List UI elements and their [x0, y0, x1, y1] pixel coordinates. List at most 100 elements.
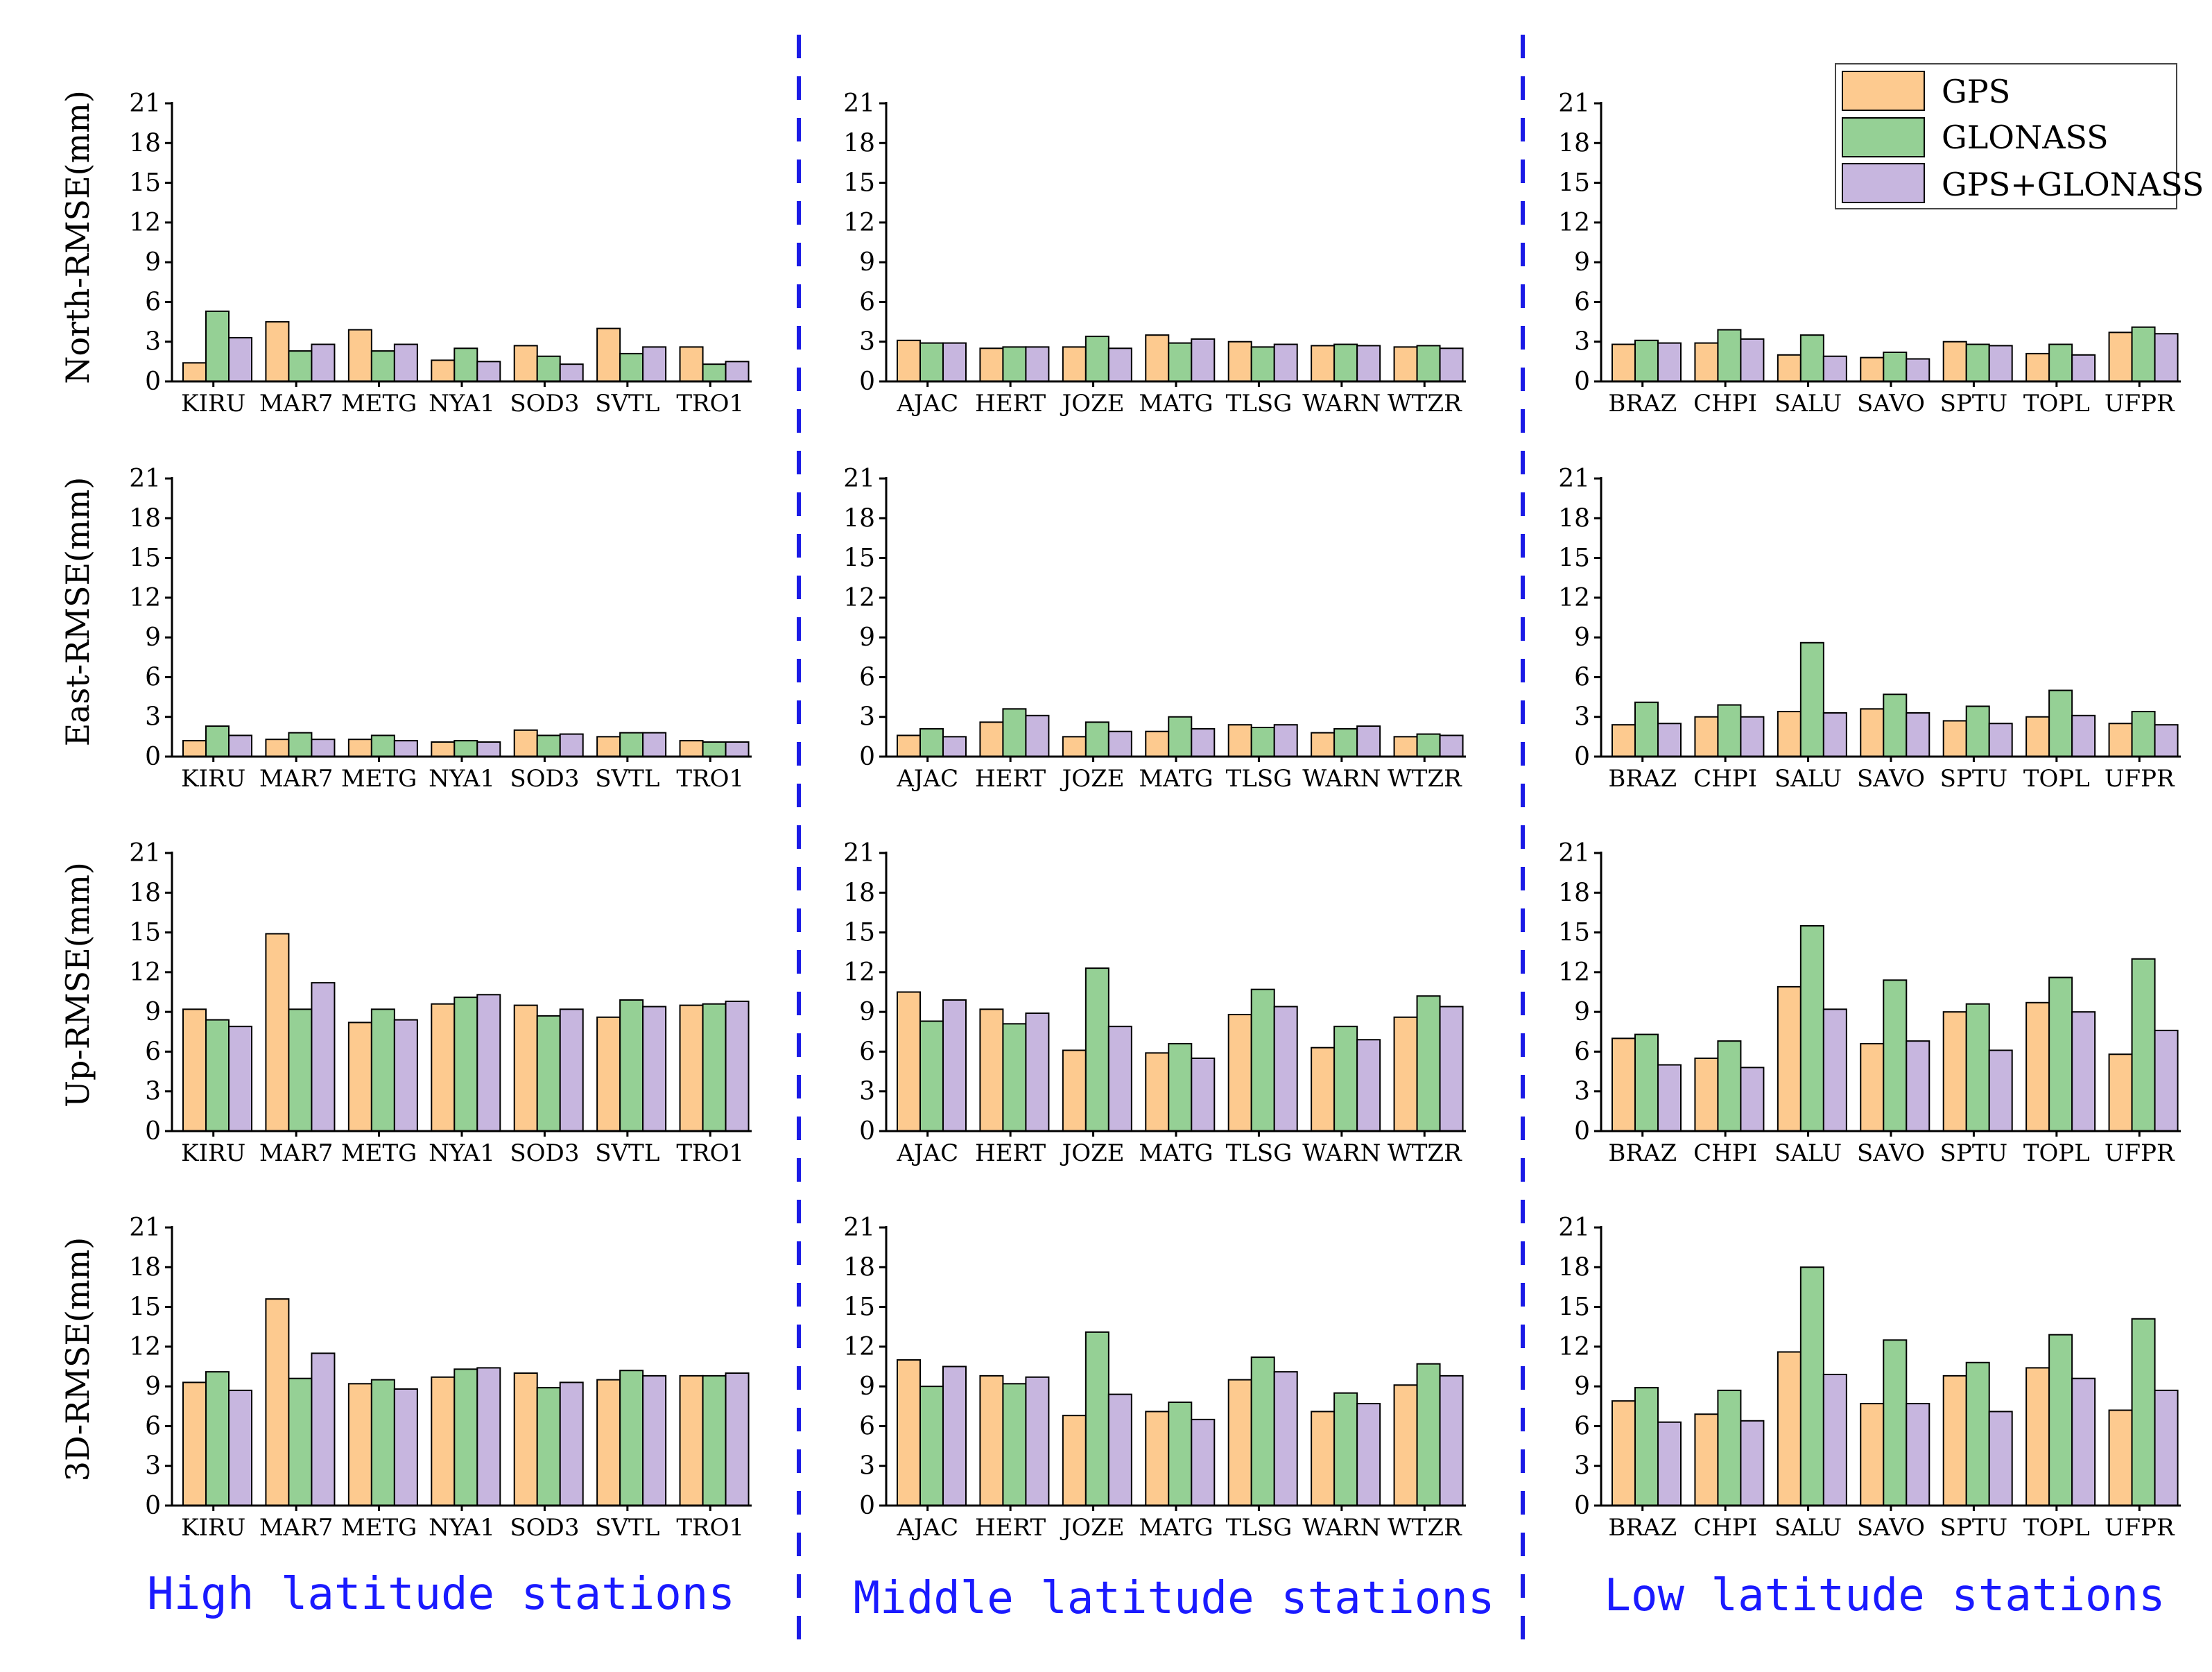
y-tick-label: 6	[859, 1412, 875, 1440]
bar-BRAZ-GPS+GLONASS	[1657, 342, 1682, 382]
category-label: TLSG	[1226, 1514, 1293, 1542]
bar-SOD3-GPS	[513, 1004, 538, 1132]
bar-WARN-GPS	[1311, 1411, 1336, 1507]
bar-MATG-GLONASS	[1168, 1042, 1193, 1132]
bar-JOZE-GPS+GLONASS	[1107, 347, 1132, 382]
bar-WARN-GLONASS	[1333, 727, 1358, 758]
bar-CHPI-GPS+GLONASS	[1740, 1067, 1765, 1132]
category-label: NYA1	[429, 765, 495, 793]
category-label: CHPI	[1693, 1139, 1757, 1167]
bar-SAVO-GPS	[1860, 1042, 1885, 1132]
bar-WTZR-GPS	[1393, 1016, 1418, 1132]
y-tick-label: 0	[1574, 1492, 1590, 1520]
bar-CHPI-GPS+GLONASS	[1740, 716, 1765, 757]
group-title-middle: Middle latitude stations	[854, 1573, 1495, 1624]
bar-WARN-GLONASS	[1333, 343, 1358, 382]
bar-WTZR-GPS+GLONASS	[1439, 1374, 1464, 1507]
bar-CHPI-GLONASS	[1717, 1040, 1742, 1132]
category-label: SPTU	[1940, 1514, 2008, 1542]
bar-SVTL-GLONASS	[619, 1370, 644, 1506]
bar-TLSG-GPS+GLONASS	[1273, 724, 1298, 757]
y-tick-label: 15	[1558, 544, 1590, 573]
y-tick-label: 18	[1558, 879, 1590, 907]
bar-WARN-GPS	[1311, 732, 1336, 757]
bar-MATG-GPS+GLONASS	[1191, 1057, 1216, 1132]
category-label: NYA1	[429, 390, 495, 417]
category-label: SAVO	[1857, 1139, 1925, 1167]
y-tick-label: 15	[843, 919, 875, 947]
category-label: WARN	[1302, 1139, 1381, 1167]
panel-2-1: 0 3 6 9 12 15 18 21 AJAC HERT JOZE MATG TLSG WARN WTZR	[843, 839, 1466, 1167]
category-label: SOD3	[510, 390, 579, 417]
bar-SPTU-GPS+GLONASS	[1988, 1411, 2013, 1507]
category-label: JOZE	[1060, 765, 1125, 793]
bar-MATG-GLONASS	[1168, 342, 1193, 382]
category-label: KIRU	[181, 765, 245, 793]
y-tick-label: 15	[129, 1293, 161, 1322]
y-tick-label: 3	[145, 328, 161, 356]
category-label: SVTL	[595, 765, 659, 793]
y-tick-label: 12	[129, 1333, 161, 1361]
y-tick-label: 0	[145, 1492, 161, 1520]
category-label: TRO1	[676, 1514, 744, 1542]
bar-TLSG-GLONASS	[1250, 346, 1275, 383]
panel-2-0: 0 3 6 9 12 15 18 21 KIRU MAR7 METG NYA1 SOD3 SVTL TRO1	[129, 839, 752, 1167]
y-tick-label: 12	[843, 1333, 875, 1361]
bar-SVTL-GLONASS	[619, 352, 644, 382]
category-label: SAVO	[1857, 1514, 1925, 1542]
bar-TLSG-GLONASS	[1250, 988, 1275, 1132]
y-tick-label: 9	[145, 998, 161, 1026]
bar-WARN-GPS+GLONASS	[1356, 1402, 1381, 1507]
category-label: HERT	[975, 390, 1046, 417]
bar-SVTL-GPS	[596, 327, 621, 382]
y-tick-label: 21	[129, 89, 161, 118]
bar-SAVO-GLONASS	[1883, 1339, 1908, 1507]
bar-SVTL-GPS+GLONASS	[642, 1374, 667, 1507]
y-tick-label: 15	[1558, 919, 1590, 947]
y-tick-label: 12	[1558, 584, 1590, 612]
bar-MAR7-GPS	[265, 739, 290, 757]
bar-TRO1-GLONASS	[702, 1374, 727, 1507]
bar-SALU-GLONASS	[1799, 641, 1824, 757]
category-label: METG	[341, 1514, 417, 1542]
bar-AJAC-GPS	[897, 991, 921, 1132]
bar-AJAC-GLONASS	[919, 1020, 944, 1132]
category-label: SALU	[1774, 1514, 1842, 1542]
bar-MAR7-GPS+GLONASS	[311, 1352, 336, 1507]
category-label: SOD3	[510, 1514, 579, 1542]
bar-NYA1-GLONASS	[453, 347, 478, 382]
y-tick-label: 0	[1574, 368, 1590, 396]
category-label: MATG	[1139, 765, 1213, 793]
bar-TLSG-GPS	[1227, 724, 1252, 757]
bar-NYA1-GPS+GLONASS	[476, 361, 501, 382]
legend-swatch-gps	[1842, 71, 1925, 111]
legend-swatch-glonass	[1842, 117, 1925, 157]
category-label: AJAC	[896, 1139, 958, 1167]
category-label: TLSG	[1226, 765, 1293, 793]
category-label: SALU	[1774, 765, 1842, 793]
bar-CHPI-GPS+GLONASS	[1740, 1420, 1765, 1507]
bar-HERT-GLONASS	[1002, 1383, 1027, 1507]
bar-SVTL-GPS	[596, 1379, 621, 1506]
bar-TOPL-GPS+GLONASS	[2071, 714, 2096, 758]
y-tick-label: 18	[129, 129, 161, 157]
y-tick-label: 12	[843, 584, 875, 612]
bar-AJAC-GPS+GLONASS	[942, 736, 967, 758]
bar-WARN-GPS	[1311, 345, 1336, 383]
y-tick-label: 15	[129, 919, 161, 947]
category-label: MAR7	[259, 390, 334, 417]
bar-JOZE-GPS+GLONASS	[1107, 730, 1132, 757]
bar-TRO1-GLONASS	[702, 1003, 727, 1132]
bar-SPTU-GPS	[1942, 1374, 1967, 1507]
y-tick-label: 21	[129, 465, 161, 493]
category-label: JOZE	[1060, 390, 1125, 417]
y-tick-label: 3	[145, 1078, 161, 1106]
bar-MATG-GPS+GLONASS	[1191, 338, 1216, 382]
bar-MAR7-GPS	[265, 321, 290, 383]
bar-TOPL-GLONASS	[2048, 689, 2073, 757]
bar-KIRU-GPS+GLONASS	[228, 336, 252, 383]
y-tick-label: 18	[1558, 129, 1590, 157]
y-tick-label: 0	[859, 1492, 875, 1520]
bar-METG-GPS	[347, 739, 372, 757]
category-label: WARN	[1302, 765, 1381, 793]
